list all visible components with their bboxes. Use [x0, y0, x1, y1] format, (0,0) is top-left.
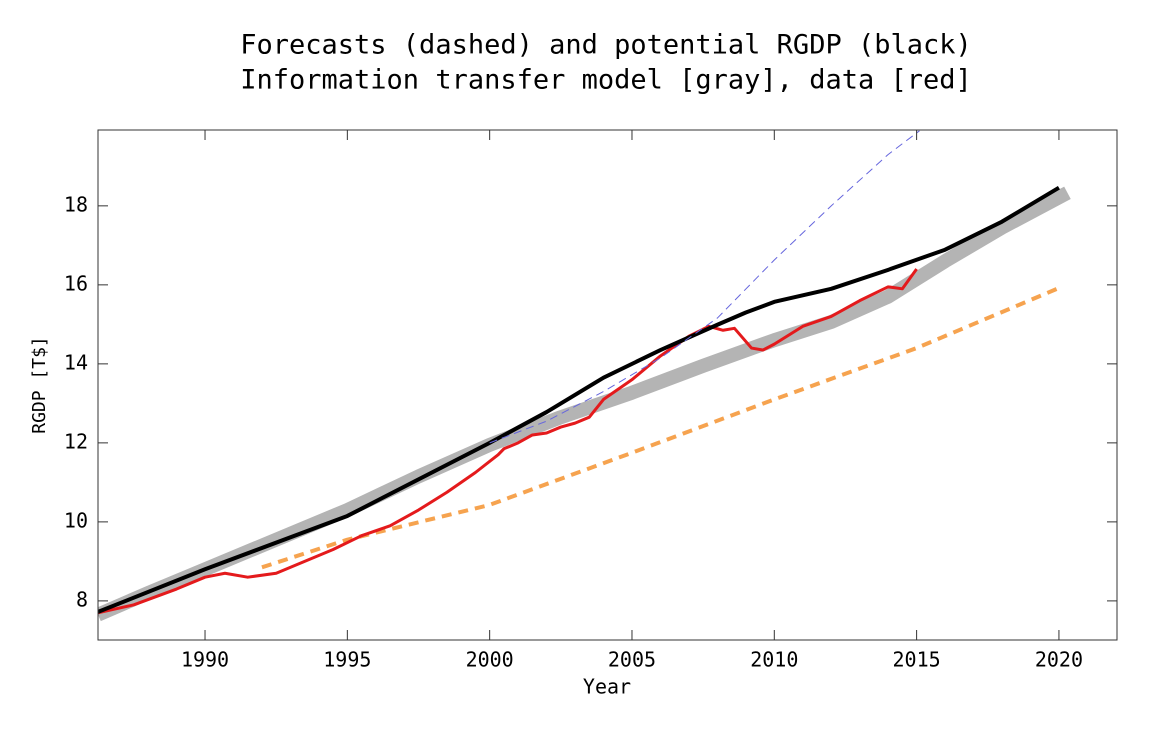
x-tick-label: 2005: [608, 648, 656, 672]
x-tick-label: 2020: [1035, 648, 1083, 672]
y-tick-label: 14: [64, 350, 88, 374]
y-tick-label: 8: [76, 587, 88, 611]
series-line: [98, 268, 918, 615]
series-line: [98, 185, 1060, 614]
x-tick-label: 2015: [893, 648, 941, 672]
y-tick-label: 10: [64, 508, 88, 532]
y-tick-label: 12: [64, 429, 88, 453]
chart-subtitle: Information transfer model [gray], data …: [240, 65, 972, 96]
x-tick-label: 1990: [181, 648, 229, 672]
x-tick-label: 1995: [323, 648, 371, 672]
y-axis-label: RGDP [T$]: [29, 336, 50, 434]
x-axis-label: Year: [583, 675, 631, 699]
x-tick-label: 2010: [750, 648, 798, 672]
y-tick-label: 18: [64, 192, 88, 216]
series-line: [489, 130, 920, 444]
y-tick-label: 16: [64, 271, 88, 295]
plot-area: [98, 130, 1071, 622]
plot-frame: [97, 129, 1118, 641]
chart-title: Forecasts (dashed) and potential RGDP (b…: [240, 30, 972, 61]
series-line: [261, 286, 1060, 570]
x-tick-label: 2000: [466, 648, 514, 672]
